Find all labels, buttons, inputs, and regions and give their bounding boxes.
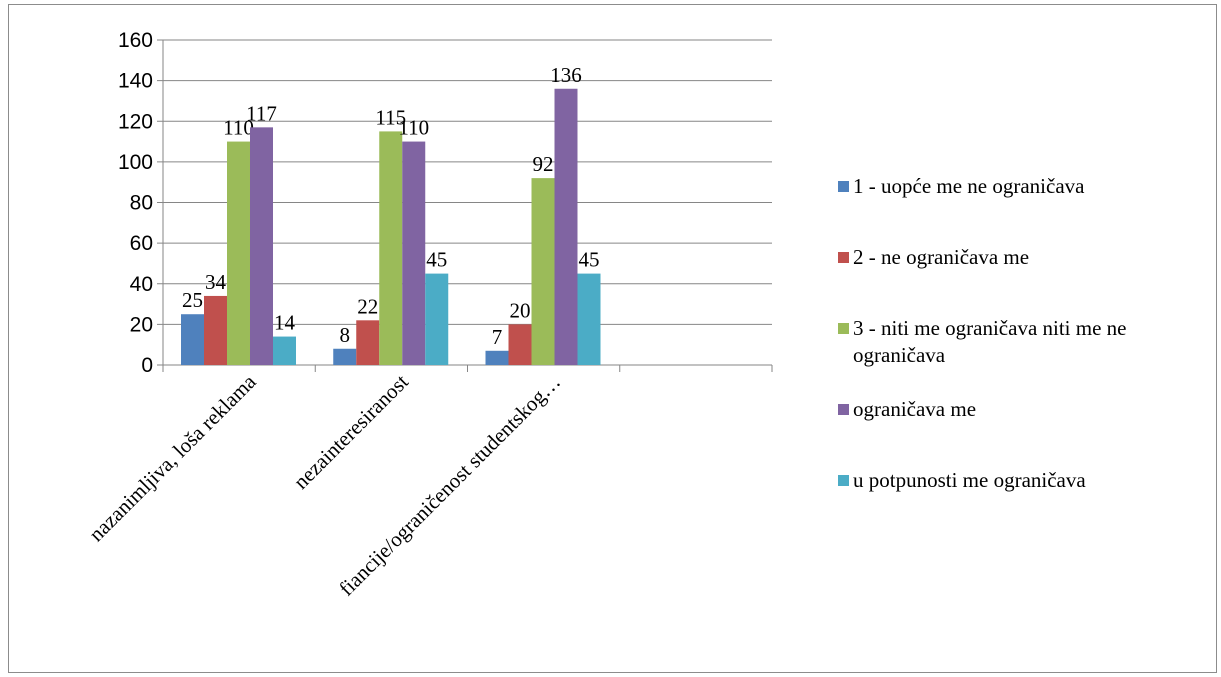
legend-label: u potpunosti me ograničava [853, 468, 1086, 492]
bar [333, 348, 357, 365]
y-tick-label: 20 [130, 313, 153, 336]
y-tick-label: 100 [118, 151, 153, 174]
legend-label: 3 - niti me ograničava niti me ne ograni… [853, 316, 1127, 367]
x-category-label: nezainteresiranost [289, 369, 413, 493]
y-tick-label: 40 [130, 273, 153, 296]
legend-item: ograničava me [838, 396, 1183, 423]
data-label: 20 [510, 298, 531, 322]
data-label: 14 [274, 311, 296, 335]
bar [356, 320, 380, 365]
bar [250, 127, 273, 365]
bar [227, 141, 250, 365]
data-label: 136 [550, 63, 582, 87]
legend-label: 2 - ne ograničava me [853, 245, 1030, 269]
data-label: 22 [357, 294, 378, 318]
legend-swatch [838, 404, 849, 415]
legend-label: ograničava me [853, 397, 977, 421]
legend-swatch [838, 252, 849, 263]
legend-item: 2 - ne ograničava me [838, 244, 1183, 271]
data-label: 92 [533, 152, 554, 176]
data-label: 45 [579, 248, 600, 272]
bar [379, 131, 403, 365]
bar [577, 273, 601, 365]
y-tick-label: 140 [118, 70, 153, 93]
bar [485, 350, 509, 365]
y-tick-label: 80 [130, 192, 153, 215]
y-tick-label: 0 [141, 354, 153, 377]
y-tick-label: 160 [118, 29, 153, 52]
bar [508, 324, 532, 365]
bar [531, 178, 555, 365]
data-label: 117 [246, 101, 277, 125]
bar [181, 314, 204, 365]
y-tick-label: 120 [118, 110, 153, 133]
data-label: 110 [398, 116, 429, 140]
legend-label: 1 - uopće me ne ograničava [853, 174, 1085, 198]
bar [425, 273, 449, 365]
data-label: 45 [426, 248, 447, 272]
chart-frame [8, 4, 1217, 673]
bar [204, 295, 227, 365]
bar [554, 88, 578, 365]
bar [402, 141, 426, 365]
legend-swatch [838, 475, 849, 486]
legend-item: 3 - niti me ograničava niti me ne ograni… [838, 315, 1183, 369]
data-label: 25 [182, 288, 203, 312]
data-label: 34 [205, 270, 227, 294]
bar [273, 336, 296, 365]
y-tick-label: 60 [130, 232, 153, 255]
data-label: 7 [492, 325, 503, 349]
legend-item: 1 - uopće me ne ograničava [838, 173, 1183, 200]
legend-swatch [838, 323, 849, 334]
x-category-label: nazanimljiva, loša reklama [84, 369, 261, 546]
legend-swatch [838, 181, 849, 192]
data-label: 8 [340, 323, 351, 347]
legend-item: u potpunosti me ograničava [838, 467, 1183, 494]
data-label: 110 [223, 116, 254, 140]
data-label: 115 [375, 105, 406, 129]
